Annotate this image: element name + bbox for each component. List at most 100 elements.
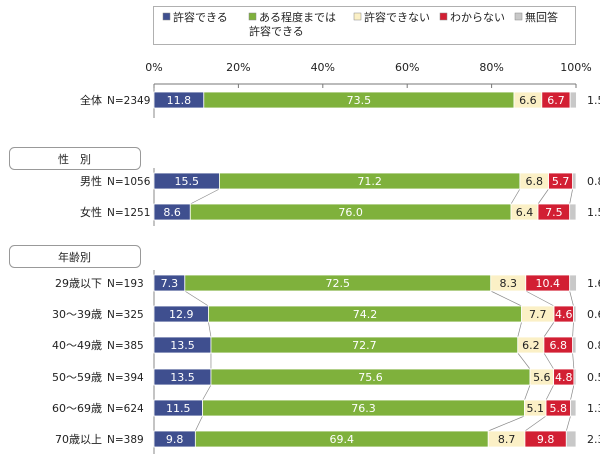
- x-tick-label: 0%: [145, 61, 162, 74]
- data-label: 69.4: [330, 433, 355, 446]
- data-label: 11.5: [166, 402, 191, 415]
- connector-line: [517, 321, 522, 338]
- data-label: 6.4: [516, 206, 534, 219]
- data-label-outside: 2.3: [587, 433, 600, 446]
- row-n: N=385: [107, 340, 144, 352]
- legend-label: 許容できる: [173, 10, 228, 24]
- connector-line: [208, 321, 212, 338]
- legend-swatch: [248, 12, 257, 21]
- legend-swatch: [353, 12, 362, 21]
- data-label: 76.0: [338, 206, 363, 219]
- connector-line: [524, 384, 531, 401]
- data-label: 9.8: [537, 433, 555, 446]
- data-label: 8.6: [163, 206, 181, 219]
- legend-swatch: [162, 12, 171, 21]
- group-label: 性 別: [58, 152, 91, 166]
- legend-label: 許容できない: [364, 10, 430, 24]
- legend-label: ある程度までは: [259, 10, 336, 24]
- data-label-outside: 1.6: [587, 277, 600, 290]
- data-label: 15.5: [174, 175, 199, 188]
- data-label-outside: 1.5: [587, 206, 600, 219]
- connector-line: [490, 290, 522, 307]
- connector-line: [202, 384, 212, 401]
- data-label-outside: 0.8: [587, 339, 600, 352]
- row-n: N=624: [107, 403, 144, 415]
- legend-label: 無回答: [525, 10, 558, 24]
- connector-line: [184, 290, 209, 307]
- row-label: 70歳以上: [55, 433, 102, 446]
- data-label: 13.5: [170, 371, 195, 384]
- bar-segment: [569, 203, 577, 221]
- row-label: 女性: [80, 205, 102, 219]
- bars: 11.8 73.5 6.6 6.7 1.5 15.5 71.2 6.8 5.7 0.8 8.6 76.…: [153, 91, 600, 448]
- bar-segment: [569, 91, 577, 109]
- row-label: 50～59歳: [52, 371, 102, 384]
- group-label: 年齢別: [58, 250, 91, 264]
- x-tick-label: 100%: [560, 61, 591, 74]
- x-tick-label: 60%: [395, 61, 419, 74]
- legend-box: [153, 6, 576, 45]
- data-label: 75.6: [358, 371, 383, 384]
- legend-swatch: [439, 12, 448, 21]
- bar-segment: [572, 336, 577, 354]
- connector-line: [543, 321, 555, 338]
- group-label-box: [9, 147, 141, 170]
- x-tick-label: 20%: [226, 61, 250, 74]
- data-label: 12.9: [169, 308, 194, 321]
- connector-line: [537, 188, 549, 205]
- row-n: N=394: [107, 372, 144, 384]
- data-label: 7.3: [161, 277, 179, 290]
- connector-line: [195, 415, 203, 432]
- data-label-outside: 0.6: [587, 308, 600, 321]
- connector-line: [570, 384, 575, 401]
- data-label: 7.5: [545, 206, 563, 219]
- data-label: 6.8: [525, 175, 543, 188]
- row-label: 40～49歳: [52, 339, 102, 352]
- connector-lines: [184, 188, 575, 432]
- row-n: N=1056: [107, 176, 151, 188]
- connector-line: [517, 352, 531, 370]
- row-n: N=389: [107, 434, 144, 446]
- data-label: 72.5: [326, 277, 351, 290]
- connector-line: [565, 415, 571, 432]
- connector-line: [572, 321, 574, 338]
- connector-line: [569, 188, 573, 205]
- connector-line: [569, 290, 574, 307]
- bar-segment: [569, 274, 577, 292]
- data-label: 73.5: [347, 94, 372, 107]
- bar-segment: [573, 368, 577, 386]
- data-label: 76.3: [351, 402, 376, 415]
- data-label-outside: 1.3: [587, 402, 600, 415]
- row-n: N=2349: [107, 95, 150, 107]
- data-label: 13.5: [170, 339, 195, 352]
- legend-swatch: [514, 12, 523, 21]
- connector-line: [488, 415, 525, 432]
- row-n: N=1251: [107, 207, 150, 219]
- data-label: 6.6: [519, 94, 537, 107]
- row-label: 60～69歳: [52, 402, 102, 415]
- bar-segment: [573, 305, 577, 323]
- data-label: 74.2: [353, 308, 378, 321]
- connector-line: [525, 290, 555, 307]
- bar-segment: [565, 430, 577, 448]
- legend-label: わからない: [450, 11, 505, 24]
- x-tick-label: 80%: [479, 61, 503, 74]
- data-label: 4.8: [555, 371, 573, 384]
- row-label: 30～39歳: [52, 308, 102, 321]
- data-label: 5.6: [533, 371, 551, 384]
- row-n: N=193: [107, 278, 144, 290]
- data-label: 6.7: [547, 94, 565, 107]
- data-label: 72.7: [352, 339, 377, 352]
- data-label: 4.6: [555, 308, 573, 321]
- row-label: 29歳以下: [55, 277, 102, 290]
- row-n: N=325: [107, 309, 144, 321]
- connector-line: [543, 352, 554, 370]
- data-label: 11.8: [167, 94, 192, 107]
- connector-line: [572, 352, 575, 370]
- row-label: 男性: [80, 174, 102, 188]
- data-label: 10.4: [535, 277, 560, 290]
- row-label: 全体: [80, 93, 102, 107]
- x-tick-label: 40%: [311, 61, 335, 74]
